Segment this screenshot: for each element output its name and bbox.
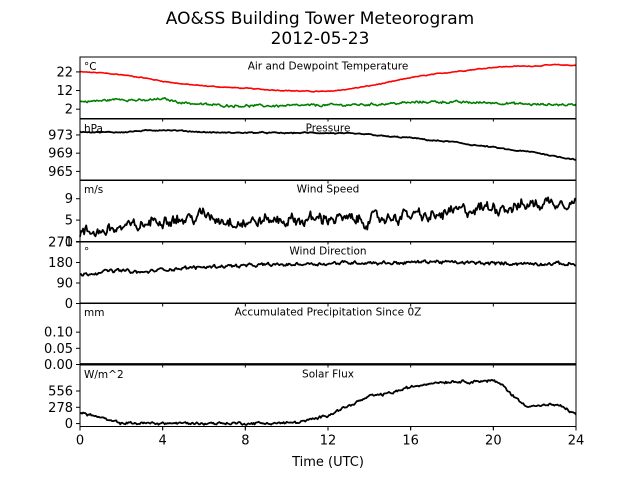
y-tick-label-5-2: 556 bbox=[48, 385, 73, 400]
x-tick-label-1: 4 bbox=[159, 434, 167, 449]
panel-2: 1 5 9 m/s Wind Speed bbox=[65, 179, 577, 250]
unit-label-1: hPa bbox=[84, 123, 103, 135]
series-line-2-0 bbox=[79, 196, 577, 238]
x-tick-label-0: 0 bbox=[76, 434, 84, 449]
y-tick-label-0-2: 22 bbox=[56, 65, 73, 80]
unit-label-4: mm bbox=[84, 307, 104, 319]
y-tick-label-4-0: 0.00 bbox=[44, 358, 73, 373]
y-tick-label-3-3: 270 bbox=[48, 236, 73, 251]
figure-title-line2: 2012-05-23 bbox=[271, 29, 370, 49]
figure-title-line1: AO&SS Building Tower Meteorogram bbox=[166, 9, 474, 29]
series-line-0-1 bbox=[79, 96, 577, 109]
y-tick-label-3-0: 0 bbox=[65, 297, 73, 312]
y-tick-label-3-1: 90 bbox=[56, 277, 73, 292]
y-tick-label-5-0: 0 bbox=[65, 417, 73, 432]
unit-label-2: m/s bbox=[84, 184, 103, 196]
y-tick-label-1-1: 969 bbox=[48, 147, 73, 162]
series-line-1-0 bbox=[79, 129, 577, 161]
y-tick-label-0-1: 12 bbox=[56, 84, 73, 99]
panel-title-1: Pressure bbox=[306, 123, 351, 135]
x-tick-label-2: 8 bbox=[241, 434, 249, 449]
x-tick-label-3: 12 bbox=[320, 434, 337, 449]
y-tick-label-2-0: 1 bbox=[65, 235, 73, 250]
panel-0: 2 12 22 °C Air and Dewpoint Temperature bbox=[56, 56, 577, 122]
x-tick-label-5: 20 bbox=[485, 434, 502, 449]
series-line-5-0 bbox=[79, 378, 577, 426]
x-axis: 0 4 8 12 16 20 24 bbox=[76, 426, 585, 449]
y-tick-label-3-2: 180 bbox=[48, 256, 73, 271]
panel-title-3: Wind Direction bbox=[289, 246, 366, 258]
y-tick-label-2-1: 5 bbox=[65, 214, 73, 229]
y-tick-label-4-2: 0.10 bbox=[44, 326, 73, 341]
x-tick-label-6: 24 bbox=[568, 434, 585, 449]
series-line-3-0 bbox=[79, 259, 577, 277]
y-tick-label-5-1: 278 bbox=[48, 401, 73, 416]
unit-label-3: ° bbox=[84, 246, 89, 258]
panel-title-5: Solar Flux bbox=[302, 369, 354, 381]
y-tick-label-2-2: 9 bbox=[65, 192, 73, 207]
panel-title-2: Wind Speed bbox=[297, 184, 360, 196]
panel-3: 0 90 180 270 ° Wind Direction bbox=[48, 236, 577, 312]
unit-label-0: °C bbox=[84, 61, 97, 73]
y-tick-label-1-0: 965 bbox=[48, 165, 73, 180]
x-tick-label-4: 16 bbox=[402, 434, 419, 449]
y-tick-label-1-2: 973 bbox=[48, 128, 73, 143]
y-tick-label-4-1: 0.05 bbox=[44, 342, 73, 357]
y-tick-label-0-0: 2 bbox=[65, 103, 73, 118]
panel-title-4: Accumulated Precipitation Since 0Z bbox=[235, 307, 422, 319]
panel-4: 0.000.050.10 mm Accumulated Precipitation … bbox=[44, 302, 577, 373]
unit-label-5: W/m^2 bbox=[84, 369, 124, 381]
x-axis-label: Time (UTC) bbox=[291, 455, 364, 470]
panel-title-0: Air and Dewpoint Temperature bbox=[248, 61, 409, 73]
series-line-0-0 bbox=[79, 63, 577, 93]
panel-1: 965 969 973 hPa Pressure bbox=[48, 118, 577, 184]
